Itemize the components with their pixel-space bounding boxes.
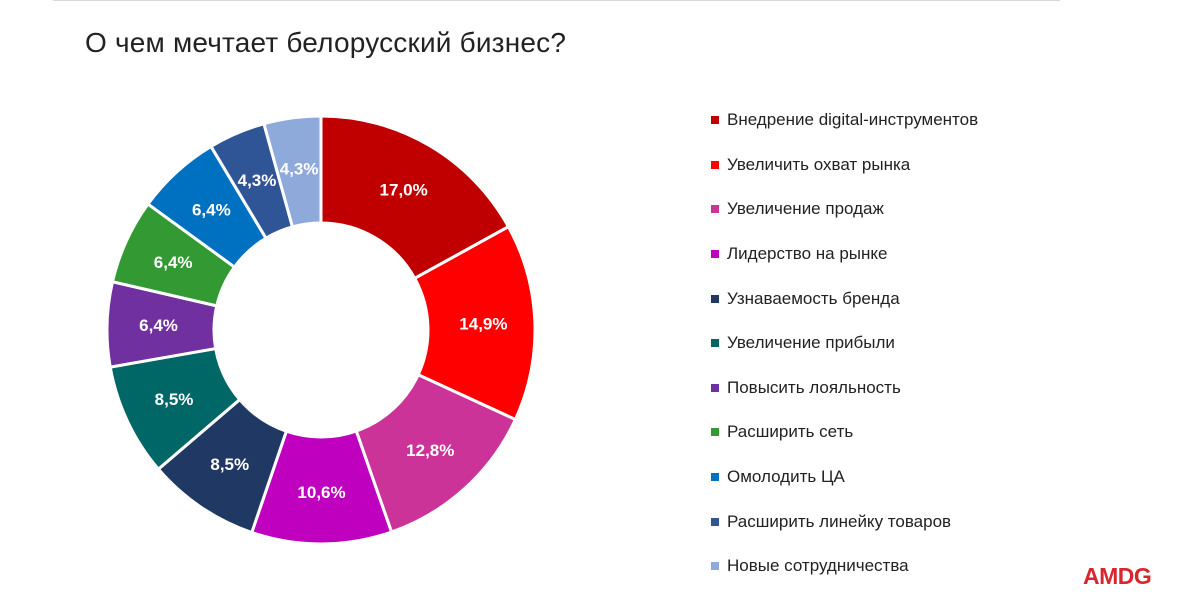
slice-value-label: 14,9% (459, 315, 507, 334)
legend-swatch (711, 205, 719, 214)
amdg-logo: AMDG (1083, 563, 1152, 589)
legend-item: Увеличить охват рынка (711, 143, 978, 188)
slice-value-label: 6,4% (139, 316, 178, 335)
slice-value-label: 17,0% (380, 181, 428, 200)
legend-item: Расширить линейку товаров (711, 499, 978, 544)
top-divider (53, 0, 1060, 1)
legend-label: Увеличить охват рынка (727, 154, 911, 174)
slice-value-label: 8,5% (155, 390, 194, 409)
legend-swatch (711, 383, 719, 392)
slice-value-label: 8,5% (210, 455, 249, 474)
legend-label: Увеличение прибыли (727, 333, 895, 353)
legend-swatch (711, 339, 719, 348)
legend-label: Расширить линейку товаров (727, 511, 952, 531)
chart-title: О чем мечтает белорусский бизнес? (85, 27, 567, 58)
legend-item: Расширить сеть (711, 410, 978, 455)
legend-swatch (711, 294, 719, 303)
legend-item: Увеличение прибыли (711, 321, 978, 366)
slice-value-label: 4,3% (280, 159, 319, 178)
legend-label: Омолодить ЦА (727, 467, 845, 487)
legend-item: Узнаваемость бренда (711, 276, 978, 321)
legend-swatch (711, 250, 719, 259)
donut-slice (319, 114, 511, 281)
donut-slice (262, 114, 323, 229)
legend-label: Внедрение digital-инструментов (727, 110, 979, 130)
donut-slice (354, 372, 518, 534)
legend-item: Увеличение продаж (711, 187, 978, 232)
legend-label: Увеличение продаж (727, 199, 884, 219)
slice-value-label: 6,4% (154, 253, 193, 272)
legend-swatch (711, 562, 719, 571)
legend-item: Лидерство на рынке (711, 232, 978, 277)
chart-legend: Внедрение digital-инструментов Увеличить … (711, 98, 978, 589)
legend-swatch (711, 473, 719, 482)
slice-value-label: 4,3% (238, 171, 277, 190)
legend-label: Расширить сеть (727, 422, 854, 442)
legend-label: Лидерство на рынке (727, 244, 888, 264)
donut-slice (412, 224, 537, 422)
legend-label: Узнаваемость бренда (727, 288, 900, 308)
legend-item: Внедрение digital-инструментов (711, 98, 978, 143)
legend-swatch (711, 517, 719, 526)
legend-swatch (711, 428, 719, 437)
legend-item: Повысить лояльность (711, 366, 978, 411)
legend-swatch (711, 160, 719, 169)
legend-item: Новые сотрудничества (711, 544, 978, 589)
legend-item: Омолодить ЦА (711, 455, 978, 500)
legend-label: Новые сотрудничества (727, 556, 909, 576)
slice-value-label: 6,4% (192, 201, 231, 220)
legend-label: Повысить лояльность (727, 377, 901, 397)
legend-swatch (711, 116, 719, 125)
slice-value-label: 12,8% (406, 441, 454, 460)
slice-value-label: 10,6% (297, 483, 345, 502)
